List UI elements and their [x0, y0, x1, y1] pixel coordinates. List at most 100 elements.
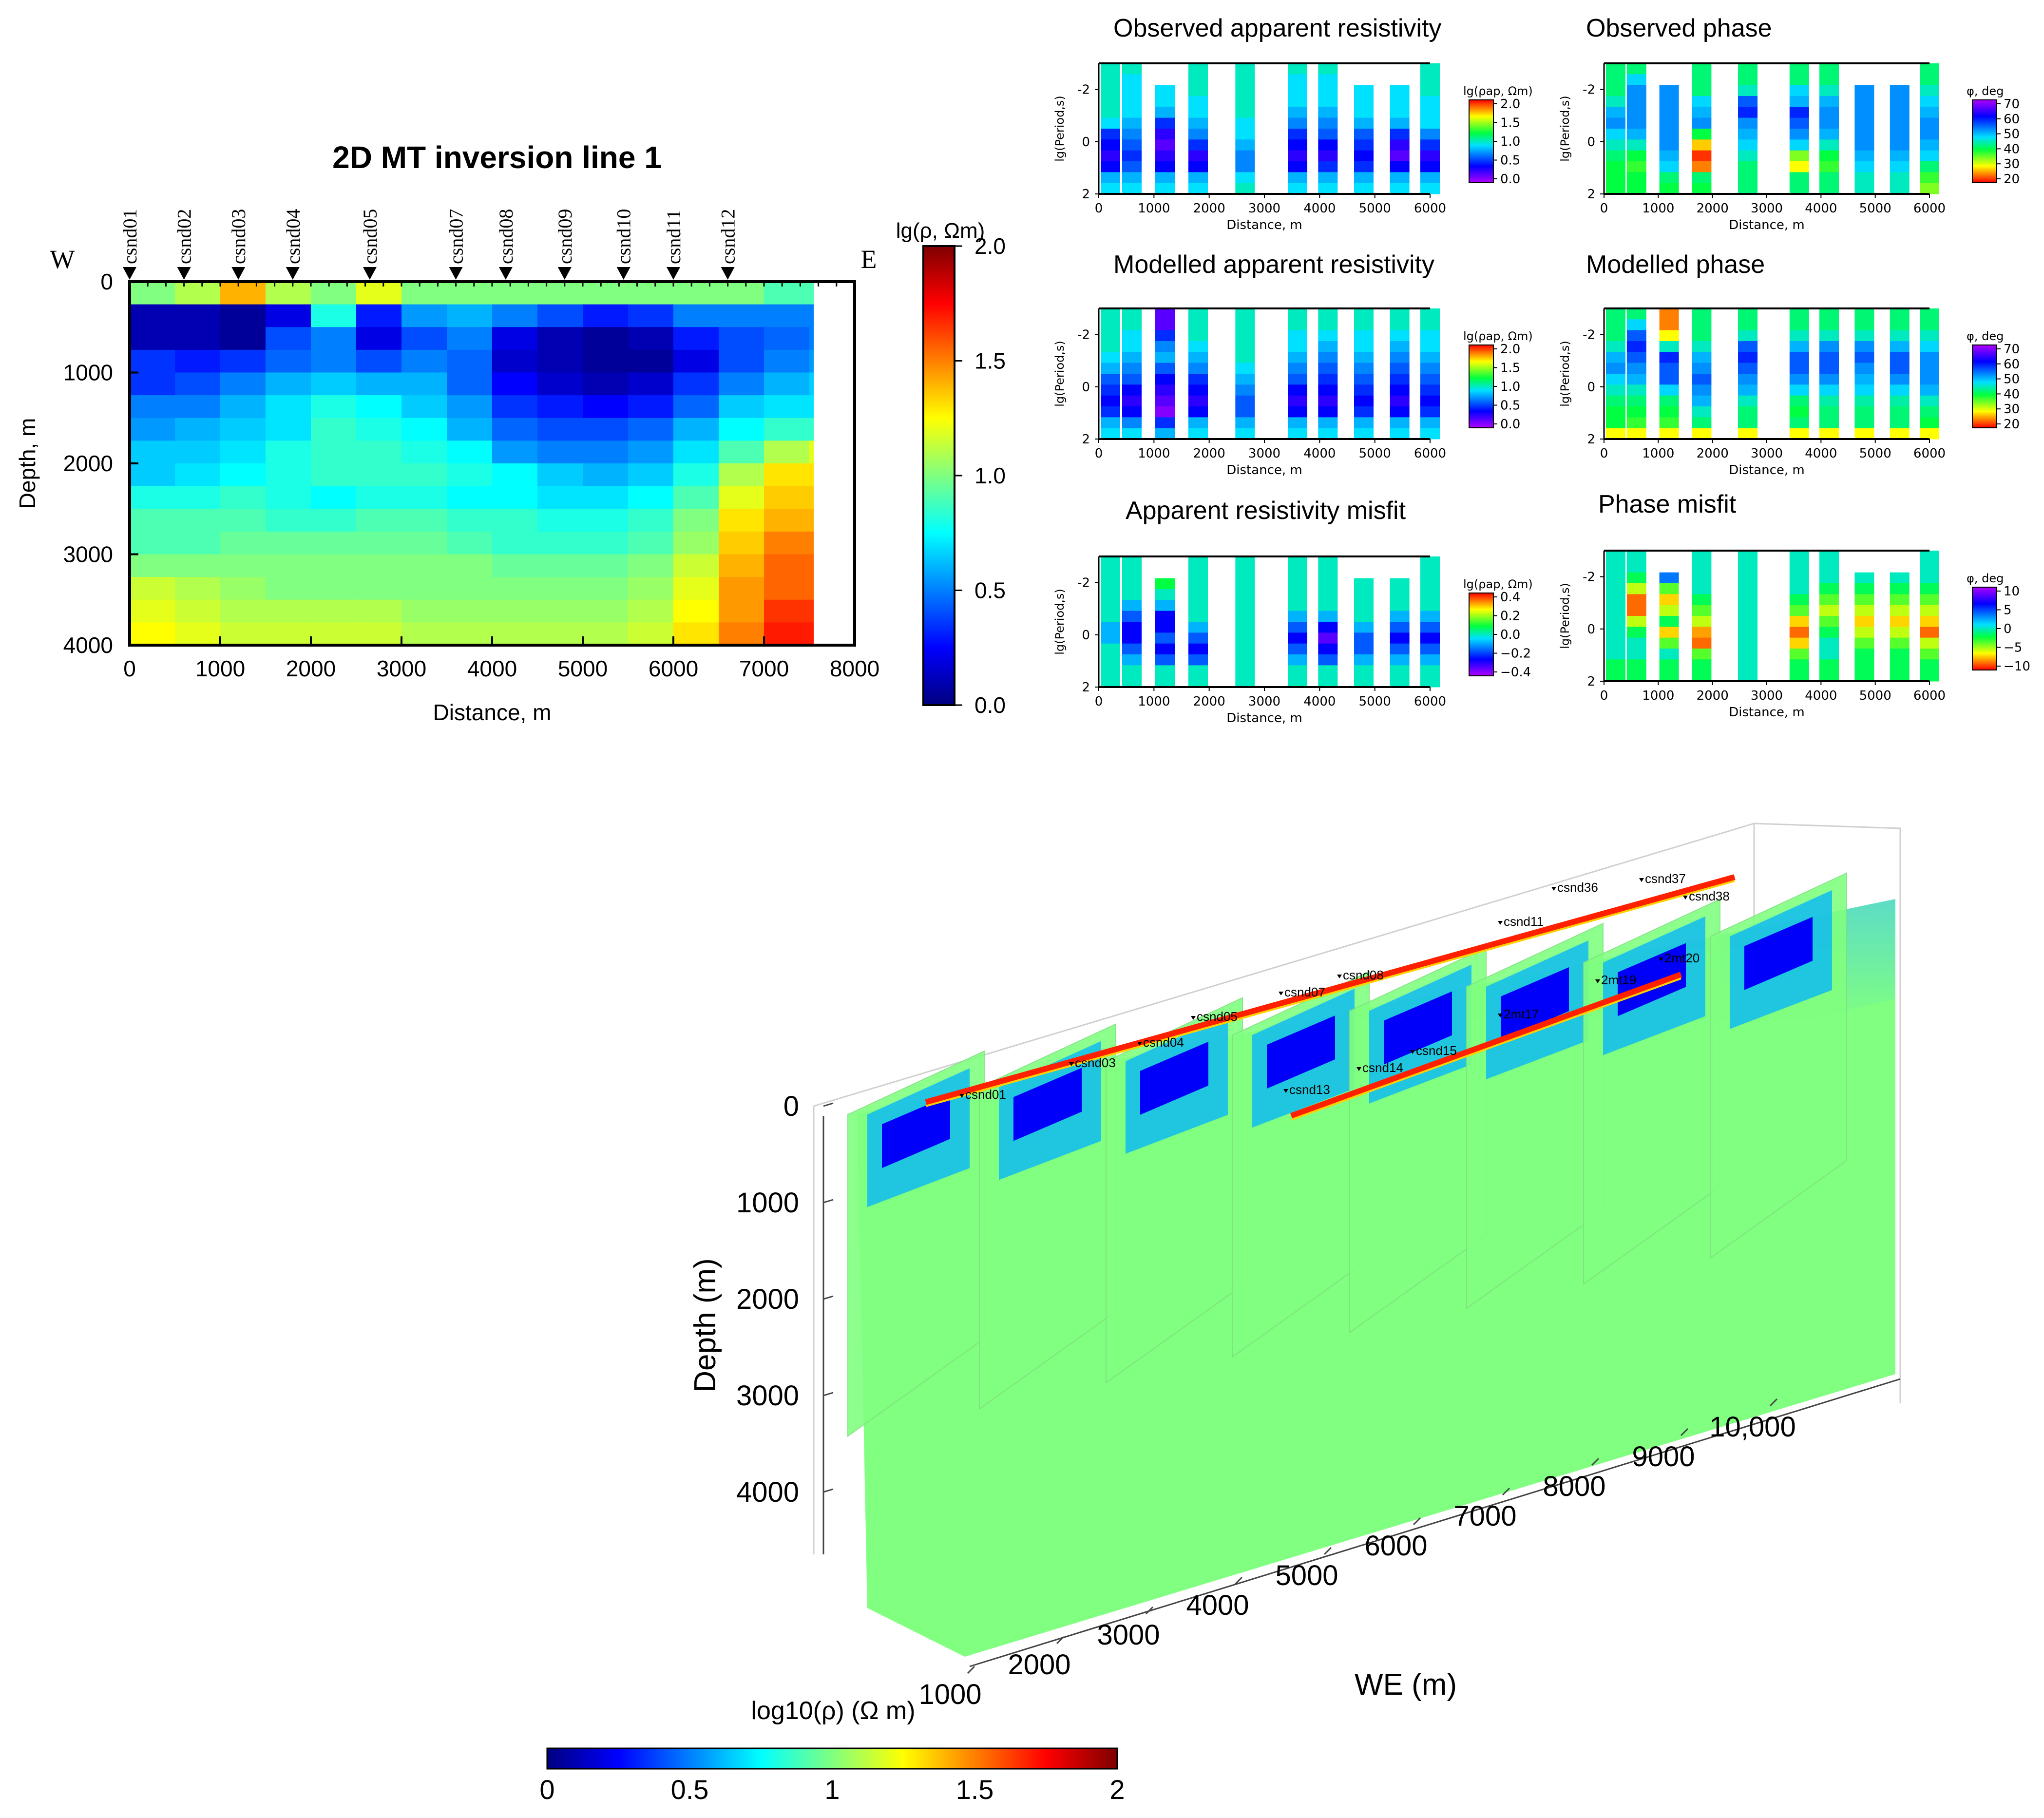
y-tick-label: 1000 — [63, 360, 113, 385]
model-3d-x-tick — [1145, 1606, 1154, 1615]
panel-y-tick-label: 0 — [1587, 622, 1595, 637]
panel-cell — [1659, 330, 1679, 342]
panel-cell — [1122, 406, 1142, 418]
x-tick-label: 3000 — [377, 656, 426, 681]
fit-panel-mis_rho: Apparent resistivity misfit 0 1000 2000 3000… — [1053, 497, 1533, 726]
inversion-cell — [401, 349, 447, 373]
x-tick-label: 5000 — [558, 656, 608, 681]
panel-cell — [1188, 308, 1208, 320]
panel-cell — [1890, 363, 1910, 374]
panel-cell — [1390, 622, 1410, 633]
panel-cell — [1288, 319, 1307, 331]
panel-x-tick-label: 4000 — [1805, 689, 1837, 703]
panel-cell — [1318, 632, 1338, 644]
inversion-cell — [764, 554, 810, 578]
inversion-cell — [809, 531, 815, 555]
panel-x-tick-label: 3000 — [1751, 689, 1783, 703]
panel-cell — [1738, 117, 1758, 129]
inversion-cell — [220, 554, 266, 578]
inversion-cell — [220, 463, 266, 487]
panel-cell — [1606, 63, 1625, 75]
panel-cell — [1420, 643, 1440, 655]
panel-cell — [1318, 600, 1338, 612]
panel-cell — [1738, 107, 1758, 118]
model-3d-z-tick — [823, 1295, 834, 1300]
model-3d-colorbar-tick-label: 0 — [539, 1774, 554, 1805]
panel-cell — [1122, 600, 1142, 612]
inversion-cell — [220, 282, 266, 305]
inversion-y-label: Depth, m — [15, 418, 40, 509]
inversion-cell — [673, 554, 719, 578]
panel-cell — [1122, 341, 1142, 352]
panel-cell — [1606, 96, 1625, 107]
panel-cell — [1288, 330, 1307, 342]
panel-x-tick-label: 1000 — [1138, 201, 1170, 216]
panel-cell — [1101, 63, 1120, 75]
panel-colorbar-tick-label: 1.5 — [1500, 116, 1520, 131]
model-3d-colorbar — [546, 1747, 1118, 1770]
inversion-cell — [447, 349, 493, 373]
panel-cell — [1288, 172, 1307, 184]
panel-cell — [1692, 139, 1712, 151]
inversion-cell — [401, 531, 447, 555]
inversion-cell — [311, 577, 357, 600]
inversion-cell — [356, 531, 402, 555]
model-3d-slice-core — [1267, 1015, 1335, 1089]
panel-cell — [1606, 627, 1625, 638]
panel-cell — [1659, 85, 1679, 96]
panel-cell — [1235, 363, 1255, 374]
station-label: csnd04 — [282, 209, 304, 264]
panel-cell — [1390, 352, 1410, 364]
panel-colorbar-label: lg(ρap, Ωm) — [1463, 329, 1533, 343]
panel-cell — [1606, 150, 1625, 162]
panel-x-label: Distance, m — [1226, 463, 1302, 478]
panel-cell — [1318, 654, 1338, 666]
panel-cell — [1738, 341, 1758, 352]
panel-cell — [1420, 96, 1440, 107]
panel-cell — [1854, 417, 1874, 429]
panel-x-tick-label: 3000 — [1248, 201, 1280, 216]
panel-cell — [1188, 172, 1208, 184]
panel-colorbar-label: φ, deg — [1967, 572, 2004, 585]
panel-cell — [1155, 319, 1175, 331]
inversion-cell — [673, 395, 719, 419]
panel-cell — [1789, 117, 1809, 129]
fit-panel-obs_rho: Observed apparent resistivity 0 1000 2000 30… — [1053, 14, 1533, 232]
inversion-cell — [447, 486, 493, 510]
panel-cell — [1155, 395, 1175, 407]
model-3d-colorbar-ticks: 0 0.5 1 1.5 2 — [539, 1774, 1125, 1805]
panel-cell — [1606, 395, 1625, 407]
inversion-cell — [492, 577, 538, 600]
panel-cell — [1101, 107, 1120, 118]
model-3d-colorbar-tick-label: 2 — [1109, 1774, 1125, 1805]
panel-cell — [1155, 643, 1175, 655]
panel-cell — [1890, 572, 1910, 584]
panel-y-label: lg(Period,s) — [1558, 341, 1572, 407]
panel-title: Modelled apparent resistivity — [1113, 250, 1434, 279]
panel-title: Phase misfit — [1598, 490, 1737, 518]
inversion-cell — [311, 554, 357, 578]
panel-cell — [1606, 605, 1625, 616]
panel-cell — [1789, 139, 1809, 151]
inversion-cell — [673, 418, 719, 441]
panel-cell — [1155, 406, 1175, 418]
y-tick-label: 3000 — [63, 542, 113, 567]
panel-cell — [1854, 627, 1874, 638]
panel-cell — [1626, 374, 1646, 385]
panel-cell — [1188, 622, 1208, 633]
inversion-cell — [673, 531, 719, 555]
panel-cell — [1318, 150, 1338, 162]
panel-cell — [1738, 308, 1758, 320]
inversion-cell — [537, 599, 583, 623]
x-tick-label: 2000 — [286, 656, 336, 681]
inversion-cell — [356, 622, 402, 646]
panel-cell — [1819, 352, 1839, 364]
panel-y-tick-label: -2 — [1583, 328, 1595, 343]
panel-colorbar-tick-label: 0 — [2004, 622, 2012, 636]
panel-colorbar-tick-label: 1.0 — [1500, 380, 1520, 394]
model-3d-station-marker — [1498, 921, 1503, 925]
station-marker — [557, 267, 572, 280]
panel-cell — [1692, 117, 1712, 129]
panel-y-tick-label: 2 — [1587, 674, 1595, 689]
panel-cell — [1122, 374, 1142, 385]
